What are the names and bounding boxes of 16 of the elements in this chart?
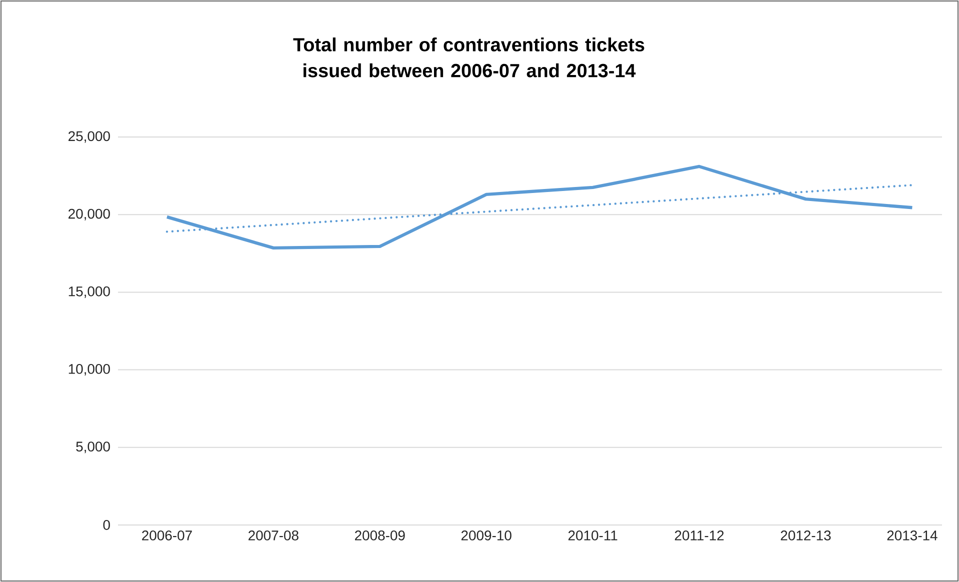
chart-title: Total number of contraventions tickets issued between 2006-07 and 2013-14 <box>293 38 644 78</box>
y-tick-label: 0 <box>103 520 110 530</box>
x-tick-label: 2007-08 <box>248 530 298 540</box>
y-tick-label: 5,000 <box>76 442 110 454</box>
y-tick-label: 15,000 <box>68 286 110 298</box>
x-tick-label: 2010-11 <box>568 530 618 540</box>
x-tick-label: 2012-13 <box>780 530 831 540</box>
x-tick-label: 2013-14 <box>887 530 938 540</box>
y-tick-label: 10,000 <box>68 364 110 376</box>
y-tick-label: 25,000 <box>68 131 110 143</box>
line-series <box>165 164 914 250</box>
x-tick-label: 2011-12 <box>674 530 724 540</box>
y-tick-label: 20,000 <box>68 208 110 220</box>
x-tick-label: 2006-07 <box>142 530 192 540</box>
x-tick-label: 2008-09 <box>355 530 405 540</box>
x-tick-label: 2009-10 <box>461 530 512 540</box>
